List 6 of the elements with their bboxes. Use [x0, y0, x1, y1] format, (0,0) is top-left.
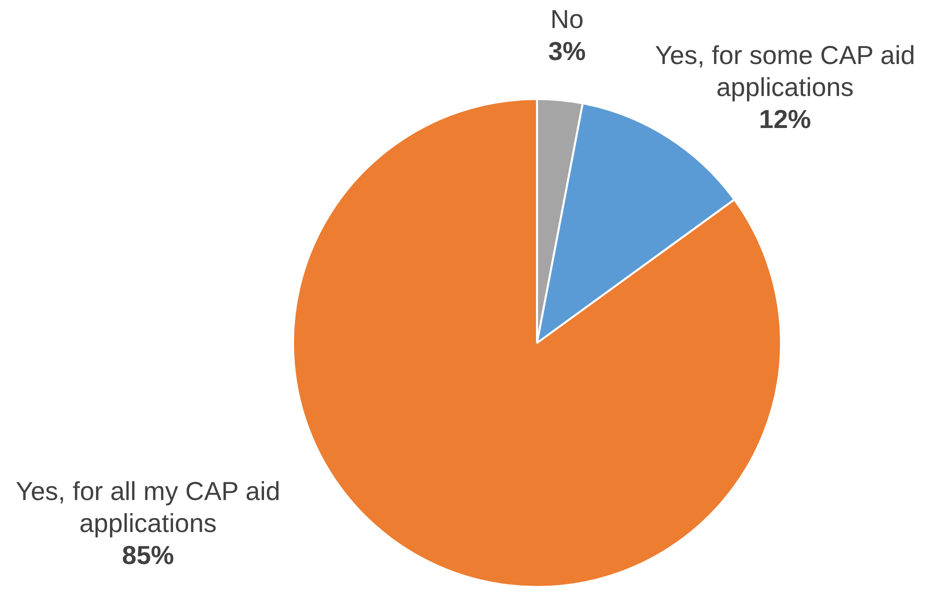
- slice-label: Yes, for all my CAP aid applications: [16, 476, 280, 538]
- slice-label: No: [550, 4, 584, 34]
- data-label: 85%: [122, 540, 174, 570]
- data-label: 12%: [758, 104, 812, 134]
- slice-label: Yes, for some CAP aid applications: [654, 40, 916, 102]
- data-label: 3%: [548, 36, 586, 66]
